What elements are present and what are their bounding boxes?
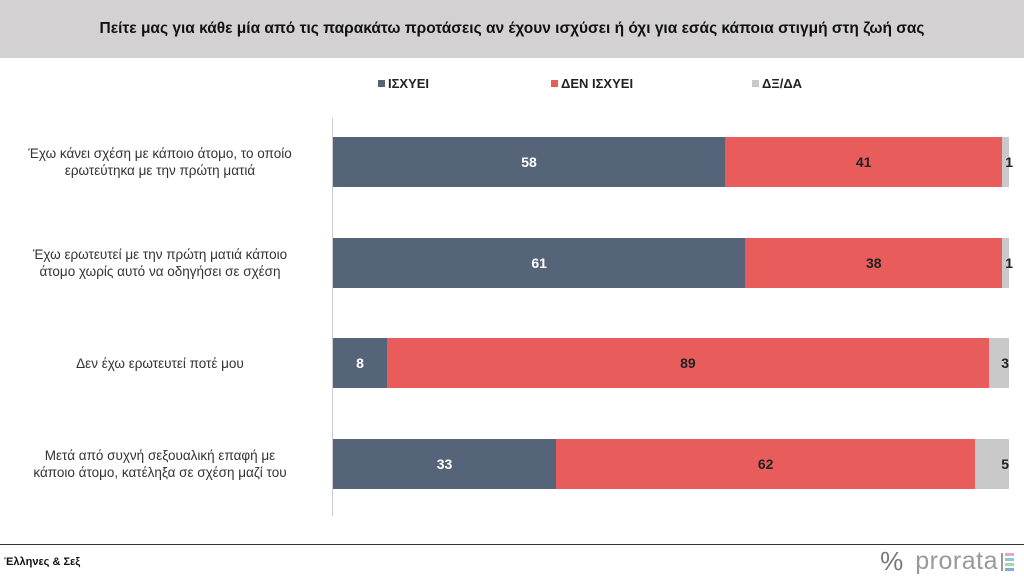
bar-segment: 1 [1002, 137, 1013, 187]
data-label: 33 [436, 456, 453, 472]
chart-title: Πείτε μας για κάθε μία από τις παρακάτω … [99, 20, 925, 37]
bar-segment: 1 [1002, 238, 1013, 288]
bar-segment: 8 [333, 338, 388, 388]
category-label-line: άτομο χωρίς αυτό να οδηγήσει σε σχέση [39, 264, 281, 279]
data-label: 61 [531, 255, 547, 271]
category-label: Έχω κάνει σχέση με κάποιο άτομο, το οποί… [0, 145, 320, 179]
bar-segment: 3 [988, 338, 1009, 388]
data-label: 8 [356, 355, 364, 371]
data-label: 89 [680, 355, 696, 371]
legend-label: ΔΕΝ ΙΣΧΥΕΙ [561, 76, 634, 91]
data-label: 1 [1005, 255, 1013, 271]
category-label-line: Έχω ερωτευτεί με την πρώτη ματιά κάποιο [32, 247, 288, 262]
prorata-logo: % prorata [880, 546, 1014, 577]
category-axis [332, 118, 333, 516]
data-label: 3 [1001, 355, 1009, 371]
data-label: 41 [855, 154, 872, 170]
legend: ΙΣΧΥΕΙ ΔΕΝ ΙΣΧΥΕΙ ΔΞ/ΔΑ [0, 76, 1024, 94]
bar-segment: 38 [745, 238, 1003, 288]
category-label-line: Δεν έχω ερωτευτεί ποτέ μου [76, 355, 244, 371]
category-label: Μετά από συχνή σεξουαλική επαφή με κάποιο… [0, 447, 320, 481]
data-label: 38 [866, 255, 882, 271]
data-label: 5 [1001, 456, 1009, 472]
source-label: Έλληνες & Σεξ [4, 556, 81, 568]
legend-label: ΔΞ/ΔΑ [762, 76, 803, 91]
chart-header: Πείτε μας για κάθε μία από τις παρακάτω … [0, 0, 1024, 58]
legend-swatch [752, 80, 759, 87]
legend-swatch [378, 80, 385, 87]
bar-segment: 58 [333, 137, 726, 187]
bar-segment: 33 [333, 439, 557, 489]
bar-segment: 62 [556, 439, 976, 489]
legend-label: ΙΣΧΥΕΙ [388, 76, 430, 91]
category-label-line: κάποιο άτομο, κατέληξα σε σχέση μαζί του [33, 465, 287, 480]
legend-item: ΔΞ/ΔΑ [752, 76, 802, 91]
category-label: Έχω ερωτευτεί με την πρώτη ματιά κάποιο ά… [0, 246, 320, 280]
bar-segment: 61 [333, 238, 746, 288]
category-label: Δεν έχω ερωτευτεί ποτέ μου [0, 355, 320, 372]
footer-divider [0, 544, 1024, 545]
category-label-line: Μετά από συχνή σεξουαλική επαφή με [44, 448, 276, 463]
bar-segment: 89 [387, 338, 989, 388]
bar-segment: 5 [975, 439, 1009, 489]
category-label-line: ερωτεύτηκα με την πρώτη ματιά [64, 163, 256, 178]
category-label-line: Έχω κάνει σχέση με κάποιο άτομο, το οποί… [28, 146, 292, 161]
bar-segment: 41 [725, 137, 1003, 187]
data-label: 1 [1005, 154, 1013, 170]
legend-item: ΔΕΝ ΙΣΧΥΕΙ [551, 76, 633, 91]
data-label: 62 [757, 456, 774, 472]
data-label: 58 [521, 154, 537, 170]
legend-swatch [551, 80, 558, 87]
legend-item: ΙΣΧΥΕΙ [378, 76, 429, 91]
